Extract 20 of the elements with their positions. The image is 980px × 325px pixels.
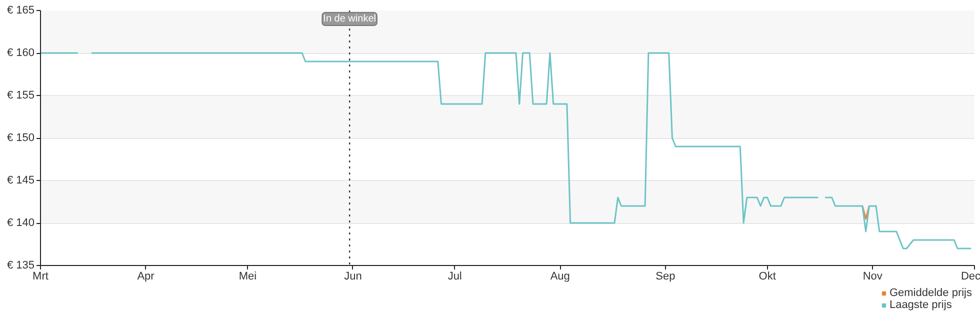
x-tick-label: Okt	[758, 270, 776, 282]
x-tick-label: Mrt	[32, 270, 48, 282]
y-tick-label: € 135	[6, 260, 35, 272]
x-tick-label: Aug	[550, 270, 570, 282]
y-tick-label: € 160	[6, 47, 35, 59]
legend-label: Gemiddelde prijs	[889, 287, 972, 299]
y-tick-label: € 155	[6, 90, 35, 102]
legend-label: Laagste prijs	[889, 299, 952, 311]
x-tick-label: Dec	[960, 270, 980, 282]
x-tick-label: Apr	[137, 270, 155, 282]
y-tick-label: € 150	[6, 132, 35, 144]
ref-line-label: In de winkel	[323, 14, 376, 24]
x-tick-label: Sep	[656, 270, 676, 282]
x-tick-label: Nov	[862, 270, 883, 282]
x-tick-label: Jul	[448, 270, 462, 282]
y-tick-label: € 145	[6, 174, 35, 186]
y-tick-label: € 140	[6, 217, 35, 229]
y-tick-label: € 165	[6, 4, 35, 16]
x-tick-label: Jun	[344, 270, 362, 282]
x-tick-label: Mei	[238, 270, 257, 282]
